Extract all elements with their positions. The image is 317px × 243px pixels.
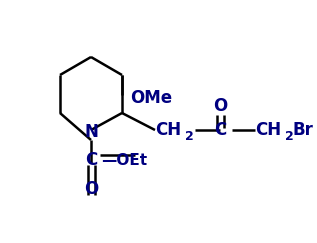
Text: CH: CH bbox=[155, 121, 181, 139]
Text: O: O bbox=[213, 97, 227, 115]
Text: Br: Br bbox=[292, 121, 313, 139]
Text: —OEt: —OEt bbox=[101, 153, 147, 167]
Text: CH: CH bbox=[255, 121, 281, 139]
Text: 2: 2 bbox=[185, 130, 194, 142]
Text: N: N bbox=[84, 123, 98, 141]
Text: 2: 2 bbox=[285, 130, 294, 142]
Text: OMe: OMe bbox=[130, 89, 172, 107]
Text: C: C bbox=[85, 151, 97, 169]
Text: O: O bbox=[84, 180, 98, 198]
Text: C: C bbox=[214, 121, 226, 139]
